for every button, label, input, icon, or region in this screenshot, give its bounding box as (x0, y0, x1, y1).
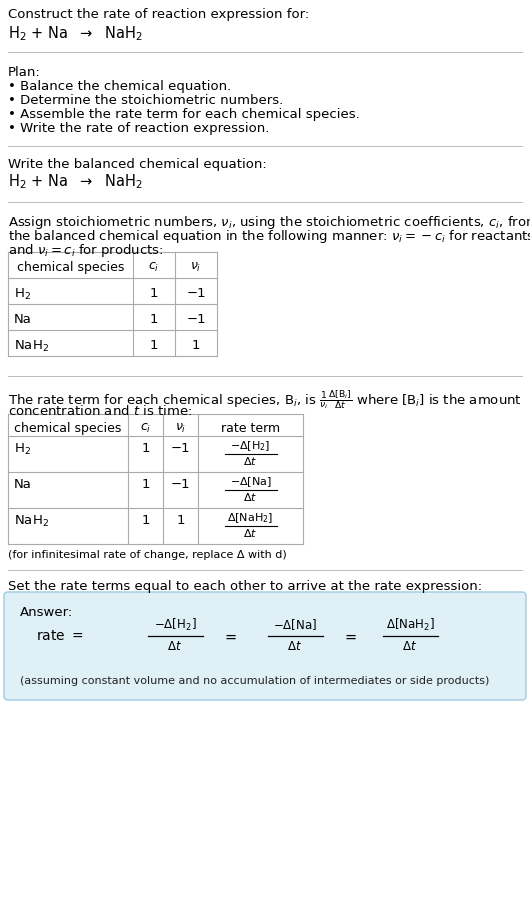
Text: rate $=$: rate $=$ (36, 629, 83, 643)
Text: −1: −1 (171, 442, 190, 456)
Text: −$\Delta[\mathrm{Na}]$: −$\Delta[\mathrm{Na}]$ (229, 475, 271, 489)
Text: concentration and $t$ is time:: concentration and $t$ is time: (8, 404, 192, 418)
Text: Assign stoichiometric numbers, $\nu_i$, using the stoichiometric coefficients, $: Assign stoichiometric numbers, $\nu_i$, … (8, 214, 530, 231)
Text: H$_2$: H$_2$ (14, 441, 31, 457)
Text: NaH$_2$: NaH$_2$ (14, 339, 49, 354)
Text: 1: 1 (142, 442, 150, 456)
Text: 1: 1 (150, 339, 158, 352)
Text: Na: Na (14, 479, 32, 491)
Text: 1: 1 (142, 515, 150, 528)
Text: $\nu_i$: $\nu_i$ (175, 422, 186, 435)
Text: $\Delta t$: $\Delta t$ (243, 455, 258, 468)
Text: $\Delta[\mathrm{NaH_2}]$: $\Delta[\mathrm{NaH_2}]$ (227, 511, 273, 525)
Text: Answer:: Answer: (20, 606, 73, 619)
Text: $c_i$: $c_i$ (148, 261, 160, 274)
Text: −$\Delta[\mathrm{H_2}]$: −$\Delta[\mathrm{H_2}]$ (230, 439, 271, 453)
Text: rate term: rate term (221, 422, 280, 435)
Text: • Determine the stoichiometric numbers.: • Determine the stoichiometric numbers. (8, 94, 283, 107)
Text: H$_2$ + Na  $\rightarrow$  NaH$_2$: H$_2$ + Na $\rightarrow$ NaH$_2$ (8, 24, 143, 43)
Text: $\Delta[\mathrm{NaH_2}]$: $\Delta[\mathrm{NaH_2}]$ (386, 617, 435, 633)
Text: Construct the rate of reaction expression for:: Construct the rate of reaction expressio… (8, 8, 309, 21)
Text: −1: −1 (186, 313, 206, 326)
Text: $=$: $=$ (222, 628, 238, 644)
Text: $\Delta t$: $\Delta t$ (402, 640, 418, 654)
Text: and $\nu_i = c_i$ for products:: and $\nu_i = c_i$ for products: (8, 242, 164, 259)
Text: the balanced chemical equation in the following manner: $\nu_i = -c_i$ for react: the balanced chemical equation in the fo… (8, 228, 530, 245)
Text: 1: 1 (142, 479, 150, 491)
Text: Set the rate terms equal to each other to arrive at the rate expression:: Set the rate terms equal to each other t… (8, 580, 482, 593)
Text: • Assemble the rate term for each chemical species.: • Assemble the rate term for each chemic… (8, 108, 360, 121)
Text: H$_2$ + Na  $\rightarrow$  NaH$_2$: H$_2$ + Na $\rightarrow$ NaH$_2$ (8, 172, 143, 191)
Text: chemical species: chemical species (17, 261, 124, 274)
Text: • Balance the chemical equation.: • Balance the chemical equation. (8, 80, 231, 93)
Text: Na: Na (14, 313, 32, 326)
Text: $\Delta t$: $\Delta t$ (167, 640, 182, 654)
Text: −$\Delta[\mathrm{H_2}]$: −$\Delta[\mathrm{H_2}]$ (154, 617, 196, 633)
Text: (for infinitesimal rate of change, replace Δ with d): (for infinitesimal rate of change, repla… (8, 550, 287, 560)
Text: chemical species: chemical species (14, 422, 122, 435)
Text: $=$: $=$ (342, 628, 358, 644)
Text: −$\Delta[\mathrm{Na}]$: −$\Delta[\mathrm{Na}]$ (273, 617, 317, 633)
Text: 1: 1 (192, 339, 200, 352)
FancyBboxPatch shape (4, 592, 526, 700)
Text: The rate term for each chemical species, B$_i$, is $\frac{1}{\nu_i}\frac{\Delta[: The rate term for each chemical species,… (8, 388, 522, 411)
Text: • Write the rate of reaction expression.: • Write the rate of reaction expression. (8, 122, 269, 135)
Text: 1: 1 (150, 287, 158, 300)
Text: Write the balanced chemical equation:: Write the balanced chemical equation: (8, 158, 267, 171)
Text: $\Delta t$: $\Delta t$ (243, 528, 258, 539)
Text: (assuming constant volume and no accumulation of intermediates or side products): (assuming constant volume and no accumul… (20, 676, 489, 686)
Text: $c_i$: $c_i$ (140, 422, 151, 435)
Text: NaH$_2$: NaH$_2$ (14, 513, 49, 528)
Text: $\nu_i$: $\nu_i$ (190, 261, 202, 274)
Text: 1: 1 (176, 515, 185, 528)
Text: $\Delta t$: $\Delta t$ (243, 491, 258, 503)
Text: −1: −1 (186, 287, 206, 300)
Text: $\Delta t$: $\Delta t$ (287, 640, 303, 654)
Text: H$_2$: H$_2$ (14, 287, 31, 302)
Text: Plan:: Plan: (8, 66, 41, 79)
Text: 1: 1 (150, 313, 158, 326)
Text: −1: −1 (171, 479, 190, 491)
